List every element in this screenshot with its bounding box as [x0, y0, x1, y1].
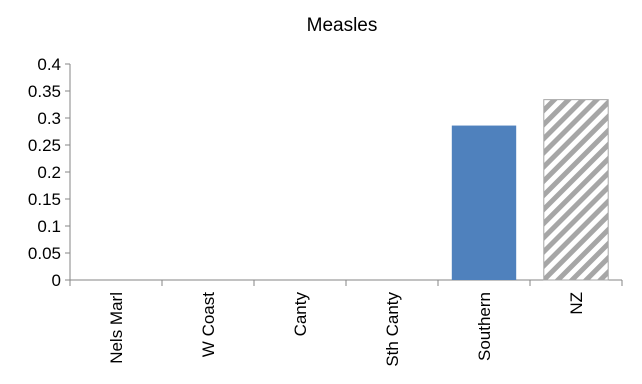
bars — [451, 99, 609, 281]
y-tick-label: 0.1 — [37, 217, 61, 236]
bar-southern — [451, 125, 517, 280]
x-tick-label: Nels Marl — [107, 292, 126, 364]
x-tick-label: NZ — [567, 292, 586, 315]
y-tick-label: 0.3 — [37, 109, 61, 128]
x-tick-label: Southern — [475, 292, 494, 361]
x-tick-labels: Nels Marl W Coast Canty Sth Canty Southern NZ — [107, 292, 586, 367]
y-tick-label: 0.15 — [28, 190, 61, 209]
y-tick-label: 0.2 — [37, 163, 61, 182]
x-tick-label: W Coast — [199, 292, 218, 357]
y-tick-label: 0.35 — [28, 82, 61, 101]
y-tick-label: 0 — [52, 271, 61, 290]
y-tick-labels: 0 0.05 0.1 0.15 0.2 0.25 0.3 0.35 0.4 — [28, 55, 61, 290]
y-tick-label: 0.4 — [37, 55, 61, 74]
x-tick-label: Canty — [291, 292, 310, 337]
y-tick-label: 0.05 — [28, 244, 61, 263]
y-tick-label: 0.25 — [28, 136, 61, 155]
chart-title: Measles — [307, 15, 378, 36]
axes — [65, 63, 623, 286]
bar-nz — [543, 99, 609, 281]
x-tick-label: Sth Canty — [383, 292, 402, 367]
